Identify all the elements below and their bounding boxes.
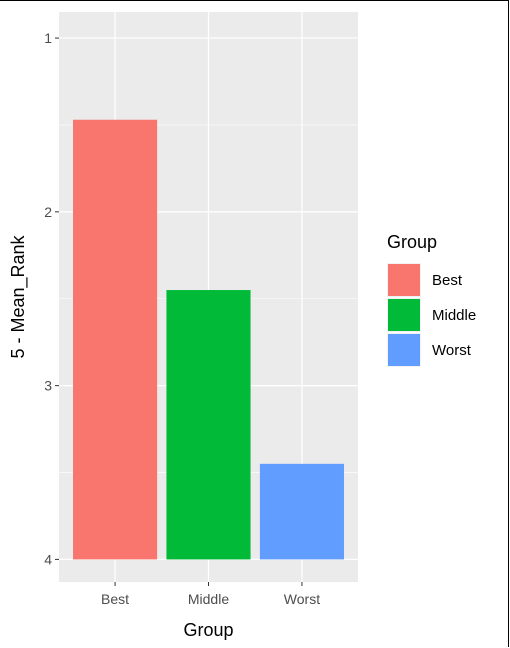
y-tick-label: 3 [44, 378, 52, 394]
legend-swatch-middle [388, 299, 420, 331]
y-axis: 1 2 3 4 [44, 30, 59, 567]
bars [73, 119, 344, 560]
bar-best [73, 119, 158, 560]
legend-label-middle: Middle [432, 307, 476, 324]
legend-label-worst: Worst [432, 342, 472, 359]
y-tick-label: 4 [44, 551, 52, 567]
legend: Group Best Middle Worst [387, 232, 476, 367]
x-tick-label: Worst [284, 591, 320, 607]
x-axis-title: Group [183, 620, 233, 640]
legend-title: Group [387, 232, 437, 252]
y-tick-label: 1 [44, 30, 52, 46]
legend-swatch-worst [388, 334, 420, 366]
x-tick-label: Middle [188, 591, 229, 607]
x-axis: Best Middle Worst [101, 582, 320, 607]
y-axis-title: 5 - Mean_Rank [8, 234, 29, 358]
bar-middle [166, 290, 251, 560]
legend-label-best: Best [432, 272, 463, 289]
x-tick-label: Best [101, 591, 129, 607]
y-tick-label: 2 [44, 204, 52, 220]
bar-worst [259, 463, 344, 560]
legend-swatch-best [388, 264, 420, 296]
